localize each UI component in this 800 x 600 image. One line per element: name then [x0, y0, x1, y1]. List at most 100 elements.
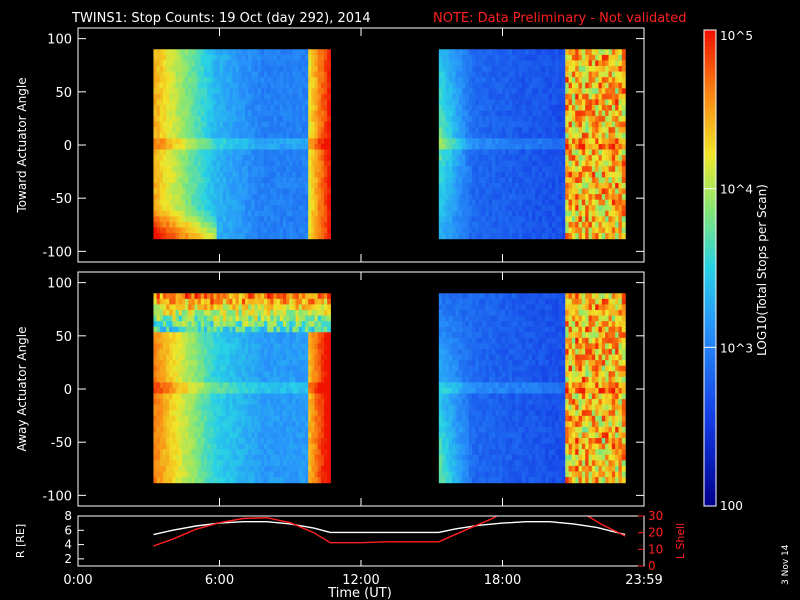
- heatmap-cell: [488, 205, 493, 212]
- heatmap-cell: [248, 199, 252, 206]
- heatmap-cell: [498, 110, 503, 117]
- heatmap-cell: [311, 121, 316, 128]
- heatmap-cell: [488, 188, 493, 195]
- heatmap-cell: [159, 205, 164, 212]
- heatmap-cell: [320, 221, 325, 229]
- heatmap-cell: [565, 227, 570, 234]
- heatmap-cell: [219, 348, 224, 356]
- heatmap-cell: [175, 149, 180, 156]
- heatmap-cell: [495, 160, 500, 167]
- heatmap-cell: [578, 216, 583, 223]
- heatmap-cell: [442, 199, 447, 206]
- heatmap-cell: [162, 393, 167, 400]
- heatmap-cell: [578, 171, 583, 178]
- heatmap-cell: [528, 93, 533, 100]
- heatmap-cell: [162, 449, 167, 456]
- heatmap-cell: [611, 227, 616, 234]
- heatmap-cell: [595, 199, 600, 206]
- heatmap-cell: [468, 182, 473, 190]
- heatmap-cell: [295, 177, 300, 184]
- heatmap-cell: [561, 93, 566, 100]
- heatmap-cell: [308, 155, 312, 162]
- heatmap-cell: [575, 233, 580, 240]
- heatmap-cell: [226, 233, 230, 240]
- heatmap-cell: [172, 77, 177, 84]
- heatmap-cell: [162, 371, 167, 378]
- heatmap-cell: [270, 121, 275, 128]
- heatmap-cell: [495, 171, 500, 178]
- heatmap-cell: [452, 132, 457, 139]
- heatmap-cell: [289, 60, 294, 67]
- heatmap-cell: [241, 171, 246, 178]
- heatmap-cell: [238, 132, 243, 139]
- heatmap-cell: [257, 471, 262, 478]
- heatmap-cell: [251, 438, 256, 445]
- heatmap-cell: [515, 132, 520, 139]
- heatmap-cell: [320, 116, 325, 123]
- heatmap-cell: [595, 54, 600, 62]
- heatmap-cell: [270, 227, 275, 234]
- heatmap-cell: [204, 54, 208, 62]
- heatmap-cell: [181, 298, 186, 306]
- heatmap-cell: [162, 326, 167, 333]
- heatmap-cell: [188, 438, 192, 445]
- heatmap-cell: [601, 93, 606, 100]
- heatmap-cell: [558, 205, 563, 212]
- heatmap-cell: [194, 426, 199, 434]
- heatmap-cell: [166, 309, 170, 317]
- heatmap-cell: [245, 371, 249, 378]
- heatmap-cell: [475, 93, 480, 100]
- heatmap-cell: [581, 227, 586, 234]
- heatmap-cell: [235, 104, 240, 112]
- heatmap-cell: [172, 99, 177, 106]
- heatmap-cell: [226, 348, 230, 356]
- heatmap-cell: [222, 443, 227, 450]
- heatmap-cell: [498, 221, 503, 229]
- heatmap-cell: [216, 343, 221, 350]
- heatmap-cell: [175, 199, 180, 206]
- heatmap-cell: [448, 194, 453, 201]
- heatmap-cell: [241, 93, 246, 100]
- heatmap-cell: [251, 210, 256, 217]
- heatmap-cell: [270, 138, 275, 145]
- heatmap-cell: [279, 138, 284, 145]
- heatmap-cell: [292, 149, 297, 156]
- heatmap-cell: [232, 65, 237, 73]
- heatmap-cell: [210, 326, 215, 333]
- heatmap-cell: [518, 138, 523, 145]
- heatmap-cell: [232, 160, 237, 167]
- heatmap-cell: [210, 233, 215, 240]
- heatmap-cell: [153, 371, 158, 378]
- heatmap-cell: [575, 82, 580, 89]
- heatmap-cell: [482, 65, 487, 73]
- heatmap-cell: [305, 99, 309, 106]
- heatmap-cell: [207, 332, 211, 339]
- heatmap-cell: [585, 143, 590, 151]
- heatmap-cell: [172, 210, 177, 217]
- heatmap-cell: [178, 332, 183, 339]
- heatmap-cell: [301, 121, 306, 128]
- heatmap-cell: [229, 210, 234, 217]
- heatmap-cell: [175, 449, 180, 456]
- heatmap-cell: [455, 77, 460, 84]
- heatmap-cell: [568, 160, 573, 167]
- heatmap-cell: [605, 127, 610, 134]
- heatmap-cell: [191, 293, 196, 300]
- heatmap-cell: [324, 54, 328, 62]
- heatmap-cell: [279, 116, 284, 123]
- heatmap-cell: [505, 116, 510, 123]
- heatmap-cell: [545, 121, 550, 128]
- heatmap-cell: [289, 77, 294, 84]
- heatmap-cell: [254, 188, 259, 195]
- heatmap-cell: [608, 199, 613, 206]
- heatmap-cell: [541, 210, 546, 217]
- heatmap-cell: [169, 360, 174, 367]
- heatmap-cell: [172, 132, 177, 139]
- heatmap-cell: [472, 116, 477, 123]
- heatmap-cell: [528, 143, 533, 151]
- heatmap-cell: [245, 182, 249, 190]
- heatmap-cell: [581, 49, 586, 56]
- heatmap-cell: [172, 426, 177, 434]
- heatmap-cell: [232, 293, 237, 300]
- heatmap-cell: [598, 182, 603, 190]
